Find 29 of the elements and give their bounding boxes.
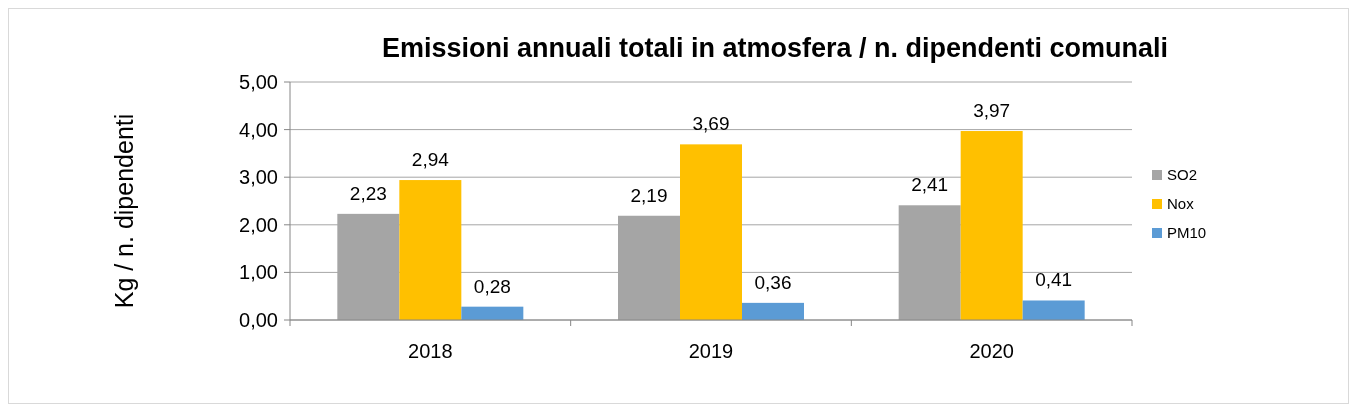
bar	[1022, 300, 1085, 320]
data-label: 0,36	[754, 271, 792, 293]
x-tick-label: 2020	[969, 340, 1014, 362]
data-label: 0,28	[473, 275, 511, 297]
y-axis-title: Kg / n. dipendenti	[110, 113, 138, 309]
data-label: 3,69	[692, 113, 730, 135]
y-tick-label: 2,00	[239, 213, 278, 236]
y-tick-label: 1,00	[239, 261, 278, 284]
data-label: 2,41	[911, 174, 949, 196]
x-tick-label: 2018	[408, 340, 453, 362]
data-label: 3,97	[973, 100, 1011, 122]
legend-label: PM10	[1167, 224, 1207, 241]
bar	[461, 306, 524, 320]
legend-label: Nox	[1167, 195, 1195, 212]
y-tick-label: 3,00	[239, 166, 278, 189]
data-label: 2,23	[349, 182, 387, 204]
data-label: 2,94	[411, 149, 450, 171]
bar	[742, 302, 804, 320]
bar	[399, 180, 462, 320]
y-tick-label: 5,00	[239, 71, 278, 93]
chart-title: Emissioni annuali totali in atmosfera / n. dipendenti comunali	[381, 33, 1169, 63]
bar	[960, 131, 1023, 320]
bar	[680, 144, 742, 320]
x-tick-label: 2019	[688, 340, 734, 362]
y-tick-label: 4,00	[239, 118, 278, 141]
y-tick-label: 0,00	[239, 309, 278, 331]
data-label: 0,41	[1035, 269, 1073, 291]
legend-label: SO2	[1167, 166, 1198, 183]
data-label: 2,19	[630, 184, 668, 206]
